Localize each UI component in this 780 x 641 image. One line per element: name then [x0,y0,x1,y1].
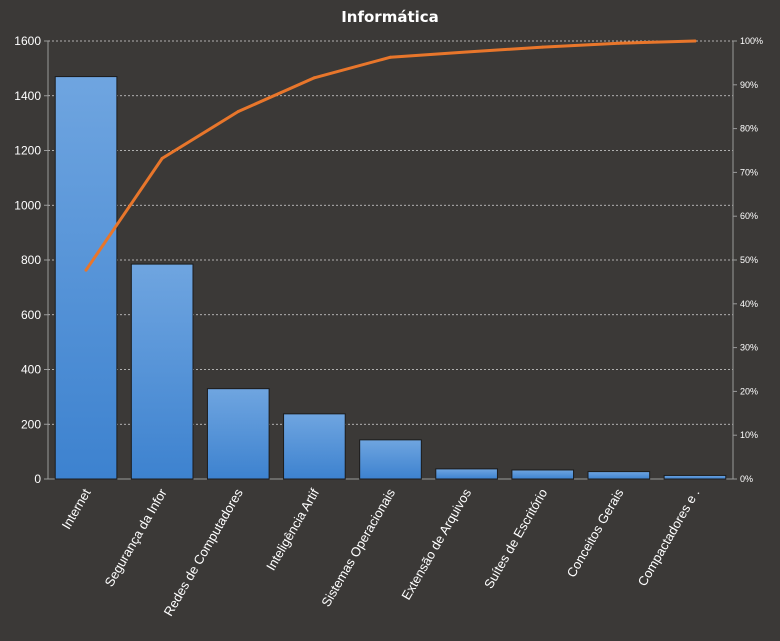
y2-tick-label: 80% [740,124,758,134]
cumulative-series-line [84,39,697,272]
y2-tick-label: 0% [740,474,753,484]
y-tick-label: 200 [21,417,41,431]
y-tick-label: 1400 [14,89,41,103]
bar [587,471,651,480]
x-tick-label: Redes de Computadores [161,486,247,619]
y-tick-label: 800 [21,253,41,267]
y-tick-label: 1000 [14,198,41,212]
line-point [236,110,240,114]
tick-labels: 0 200 400 600 800 1000 1200 1400 1600 0% 10% 20% 30%… [14,34,763,619]
bar [511,469,575,480]
x-tick-label: Extensão de Arquivos [398,486,474,603]
bar [359,439,422,480]
line-point [541,45,545,49]
x-tick-label: Suítes de Escritório [481,486,550,591]
y2-tick-label: 70% [740,167,758,177]
y2-tick-label: 100% [740,36,763,46]
line-point [84,268,88,272]
y2-tick-label: 90% [740,80,758,90]
chart-title: Informática [341,8,439,26]
bar [663,474,727,480]
y-tick-label: 1200 [14,144,41,158]
x-tick-label: Internet [59,486,94,532]
x-tick-label: Compactadores e . [635,486,703,589]
x-tick-label: Inteligência Artif [263,486,322,573]
bars [54,76,727,480]
bar [130,263,194,480]
line-point [312,76,316,80]
line-point [160,156,164,160]
bar [435,468,498,480]
y-tick-label: 1600 [14,34,41,48]
y-tick-label: 400 [21,363,41,377]
bar [283,413,346,480]
bar [54,76,118,480]
y2-tick-label: 50% [740,255,758,265]
x-tick-label: Segurança da Infor [101,485,170,589]
y2-tick-label: 40% [740,299,758,309]
y2-tick-label: 30% [740,343,758,353]
x-tick-label: Conceitos Gerais [564,486,627,580]
y-tick-label: 600 [21,308,41,322]
y2-tick-label: 20% [740,386,758,396]
bar [206,388,270,480]
line-point [693,39,697,43]
y2-tick-label: 60% [740,211,758,221]
cumulative-line [84,39,697,272]
x-tick-label: Sistemas Operacionais [318,486,398,610]
line-point [617,41,621,45]
y-tick-label: 0 [34,472,41,486]
line-point [389,55,392,59]
line-point [465,50,469,54]
y2-tick-label: 10% [740,430,758,440]
